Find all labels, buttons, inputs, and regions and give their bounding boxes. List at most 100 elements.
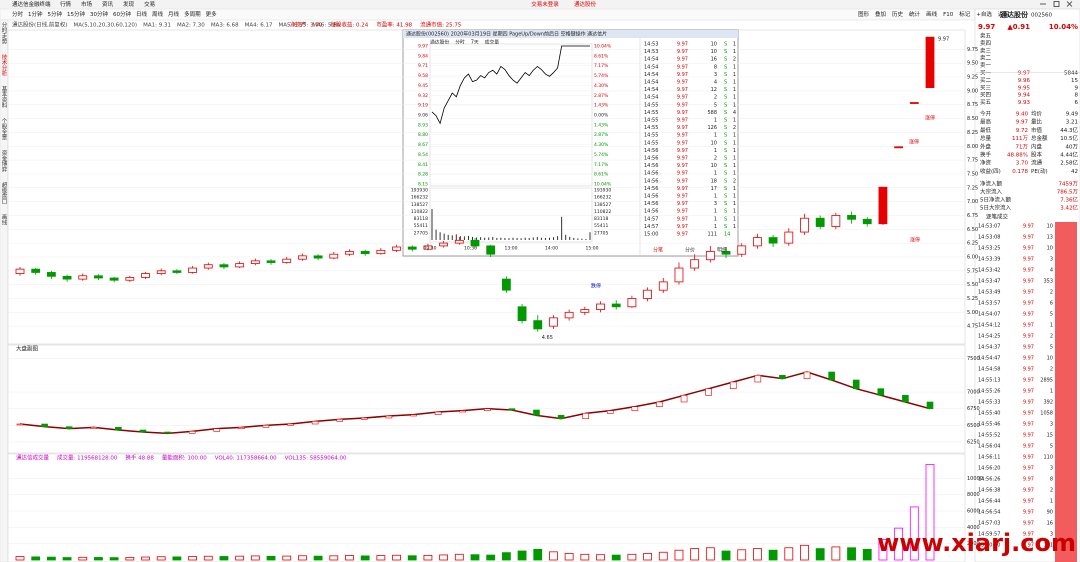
period-button[interactable]: 30分钟 <box>90 10 108 18</box>
period-button[interactable]: 月线 <box>168 10 180 18</box>
tool-button[interactable]: 统计 <box>909 10 921 18</box>
tick-volume: 10 <box>711 140 717 146</box>
volume-bar <box>376 555 386 561</box>
volume-tick-label: 138527 <box>594 202 611 208</box>
tick-volume: 5 <box>1050 444 1053 450</box>
panel-title: 大盘副图 <box>16 345 39 353</box>
close[interactable] <box>1066 1 1073 7</box>
y-tick-label: 8.00 <box>967 144 978 150</box>
index-box <box>557 415 565 419</box>
popup-tab[interactable]: 7天 <box>471 40 479 46</box>
period-button[interactable]: 1分钟 <box>28 10 43 18</box>
sidebar-tab[interactable]: 画线 <box>1 214 8 226</box>
y-tick-label: 6.00 <box>967 254 978 260</box>
stat-value: 9.40 <box>1016 112 1029 118</box>
stat-value: 2.58亿 <box>1060 159 1078 167</box>
candle-body <box>298 255 307 260</box>
volume-bar <box>439 554 449 561</box>
tick-price: 9.97 <box>1023 389 1034 395</box>
tool-button[interactable]: F10 <box>943 12 954 18</box>
volume-tick-label: 27705 <box>594 230 608 236</box>
sidebar-tab[interactable]: 个股全景 <box>1 118 8 142</box>
tick-price: 9.97 <box>1023 433 1034 439</box>
pct-label: 2.87% <box>594 132 609 138</box>
tick-side: S <box>724 102 727 108</box>
sidebar-tab[interactable]: 技术分析 <box>1 53 8 78</box>
popup-bottom-tab[interactable]: 分笔 <box>653 247 663 254</box>
popup-bottom-tab[interactable]: 分价 <box>685 247 695 254</box>
tick-price: 9.97 <box>677 49 688 55</box>
tool-button[interactable]: 叠加 <box>875 10 886 18</box>
tick-side: S <box>724 95 727 101</box>
tick-volume: 1058 <box>1040 411 1053 417</box>
volume-bar <box>94 557 103 561</box>
tick-side: S <box>724 133 727 139</box>
sidebar-tab[interactable]: 资金博弈 <box>1 149 8 174</box>
pct-label: 7.17% <box>594 63 609 69</box>
period-button[interactable]: 更多 <box>206 10 218 18</box>
tick-volume: 10 <box>1047 246 1053 252</box>
tick-count: 1 <box>733 42 736 48</box>
tool-button[interactable]: 画线 <box>926 10 938 18</box>
volume-bar <box>894 527 904 561</box>
candle-body <box>611 303 621 308</box>
tick-side: S <box>724 87 727 93</box>
period-button[interactable]: 60分钟 <box>113 10 131 18</box>
menu-item[interactable]: 发现 <box>123 0 135 8</box>
tick-time: 14:55:46 <box>978 422 1000 428</box>
volume-bar <box>109 557 119 561</box>
tick-price: 9.97 <box>1023 235 1034 241</box>
popup-tab[interactable]: 通达股份 <box>430 39 449 46</box>
login-status[interactable]: 交易未登录 <box>531 0 559 8</box>
tool-button[interactable]: 返回 <box>998 11 1010 18</box>
y-tick-label: 7.50 <box>967 171 978 177</box>
tick-volume: 2 <box>714 95 717 101</box>
period-button[interactable]: 15分钟 <box>67 10 85 18</box>
period-button[interactable]: 周线 <box>152 10 164 18</box>
popup-tab[interactable]: 成交量 <box>485 39 500 46</box>
volume-bar <box>690 548 700 561</box>
volume-tick-label: 83118 <box>594 216 608 222</box>
tool-button[interactable]: 图形 <box>858 10 870 18</box>
sidebar-tab[interactable]: 超级盘口 <box>1 181 8 206</box>
index-box <box>852 379 860 389</box>
stat-value: 111万 <box>1012 135 1028 142</box>
period-button[interactable]: 日线 <box>136 10 148 18</box>
menu-item[interactable]: 交易 <box>144 0 155 8</box>
book-level: 卖三 <box>980 47 992 54</box>
y-tick-label: 6750 <box>967 406 980 412</box>
volume-bar <box>909 506 919 561</box>
panel-title: VOL40: 117358664.00 <box>215 456 277 462</box>
maximize[interactable] <box>1053 1 1060 7</box>
book-level: 卖二 <box>980 55 992 62</box>
sidebar-tab[interactable]: 基本资料 <box>1 85 8 110</box>
tool-button[interactable]: 历史 <box>892 10 904 18</box>
y-tick-label: 9.19 <box>418 103 428 109</box>
period-button[interactable]: 多周期 <box>184 10 201 18</box>
candle-body <box>329 253 339 259</box>
flow-label: 净流入额 <box>980 180 1003 188</box>
indicator-text: MA4: 6.17 <box>245 23 273 29</box>
y-tick-label: 10000 <box>967 476 983 482</box>
indicator-text: MA2: 7.30 <box>177 23 205 29</box>
period-button[interactable]: 5分钟 <box>48 10 63 18</box>
tick-time: 14:53 <box>644 42 658 48</box>
menu-item[interactable]: 行情 <box>60 0 72 8</box>
period-button[interactable]: 分时 <box>12 10 24 18</box>
menu-item[interactable]: 市场 <box>81 0 93 8</box>
tool-button[interactable]: +自选 <box>976 10 992 18</box>
popup-tab[interactable]: 分时 <box>455 39 465 46</box>
tool-button[interactable]: 标记 <box>959 10 971 18</box>
index-box <box>533 409 540 416</box>
tick-volume: 3 <box>714 201 717 207</box>
stock-link[interactable]: 通达股份 <box>574 0 597 8</box>
candle-body <box>94 275 103 279</box>
book-volume: 15 <box>1071 78 1078 84</box>
candle-body <box>721 251 731 255</box>
y-tick-label: 6.75 <box>967 213 978 219</box>
index-box <box>828 371 835 381</box>
pct-label: 5.74% <box>594 152 609 158</box>
menu-item[interactable]: 资讯 <box>102 0 114 8</box>
popup-bottom-tab[interactable]: 明细 <box>717 247 727 254</box>
sidebar-tab[interactable]: 分时走势 <box>1 21 8 46</box>
